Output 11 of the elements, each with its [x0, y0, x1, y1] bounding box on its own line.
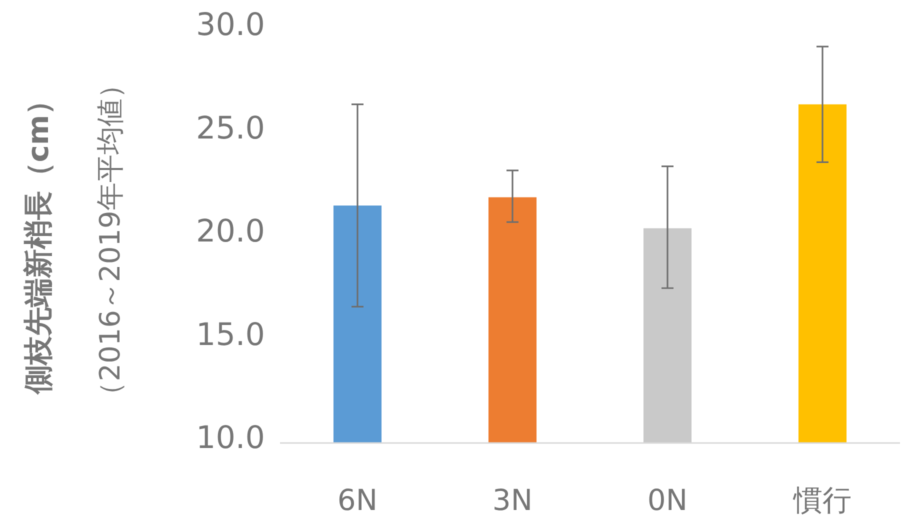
x-tick-label: 3N: [492, 483, 533, 517]
y-tick-label: 15.0: [196, 316, 265, 353]
y-tick-label: 25.0: [196, 110, 265, 146]
x-tick-label: 6N: [337, 483, 378, 517]
y-tick-label: 30.0: [196, 7, 265, 43]
text: （2016～2019年平均値）: [94, 70, 126, 410]
x-tick-label: 0N: [647, 483, 688, 517]
y-tick-label: 10.0: [196, 420, 265, 456]
x-tick-label: 慣行: [792, 483, 852, 517]
y-tick-label: 20.0: [196, 214, 265, 250]
y-axis-title: 側枝先端新梢長（cm）: [21, 86, 55, 396]
